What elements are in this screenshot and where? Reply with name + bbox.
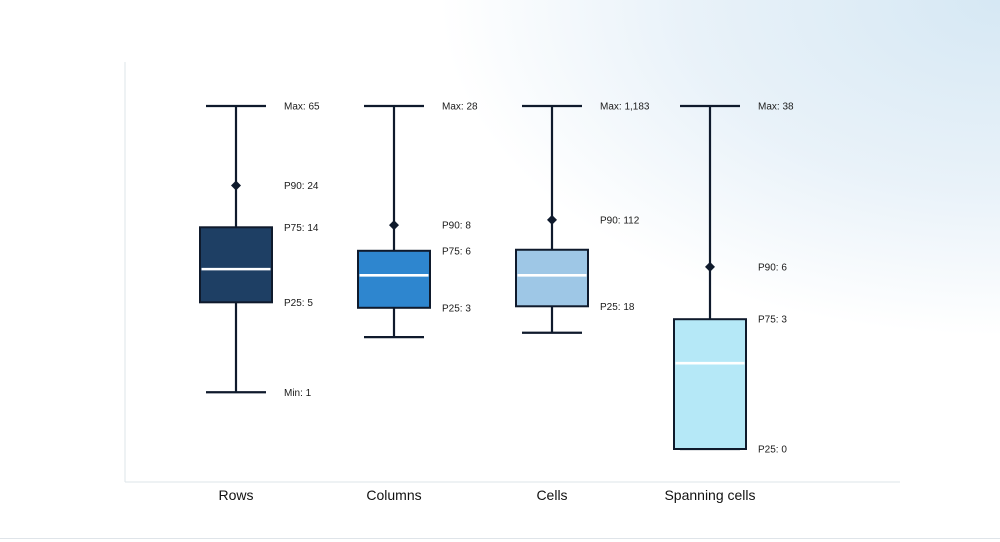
p90-label-spanning-cells: P90: 6 bbox=[758, 262, 787, 273]
p90-marker-rows bbox=[231, 180, 241, 191]
max-label-spanning-cells: Max: 38 bbox=[758, 102, 794, 113]
iqr-box-spanning-cells bbox=[673, 318, 747, 450]
p25-label-cells: P25: 18 bbox=[600, 302, 635, 313]
iqr-box-cells bbox=[515, 248, 589, 308]
box-spanning-cells: Max: 38 P90: 6 P75: 3 P25: 0 bbox=[673, 102, 794, 456]
iqr-box-rows bbox=[199, 226, 273, 304]
p75-label-spanning-cells: P75: 3 bbox=[758, 315, 787, 326]
chart-axes bbox=[124, 62, 900, 483]
min-label-rows: Min: 1 bbox=[284, 388, 312, 399]
category-label-rows: Rows bbox=[218, 487, 253, 503]
max-label-cells: Max: 1,183 bbox=[600, 102, 650, 113]
category-label-columns: Columns bbox=[366, 487, 421, 503]
p75-label-columns: P75: 6 bbox=[442, 246, 471, 257]
max-label-rows: Max: 65 bbox=[284, 102, 320, 113]
p90-marker-cells bbox=[547, 214, 557, 225]
p90-marker-spanning-cells bbox=[705, 261, 715, 272]
p75-label-rows: P75: 14 bbox=[284, 223, 319, 234]
box-columns: Max: 28 P90: 8 P75: 6 P25: 3 bbox=[357, 102, 478, 339]
p25-label-rows: P25: 5 bbox=[284, 298, 313, 309]
box-cells: Max: 1,183 P90: 112 P25: 18 bbox=[515, 102, 650, 334]
iqr-box-columns bbox=[357, 249, 431, 309]
category-label-cells: Cells bbox=[536, 487, 567, 503]
p90-marker-columns bbox=[389, 220, 399, 231]
category-label-spanning-cells: Spanning cells bbox=[664, 487, 755, 503]
p90-label-cells: P90: 112 bbox=[600, 215, 640, 226]
p90-label-columns: P90: 8 bbox=[442, 221, 471, 232]
box-rows: Max: 65 P90: 24 P75: 14 P25: 5 Min: 1 bbox=[199, 102, 320, 399]
p25-label-spanning-cells: P25: 0 bbox=[758, 445, 787, 456]
footer-divider bbox=[0, 538, 1000, 539]
p90-label-rows: P90: 24 bbox=[284, 181, 319, 192]
p25-label-columns: P25: 3 bbox=[442, 303, 471, 314]
max-label-columns: Max: 28 bbox=[442, 102, 478, 113]
